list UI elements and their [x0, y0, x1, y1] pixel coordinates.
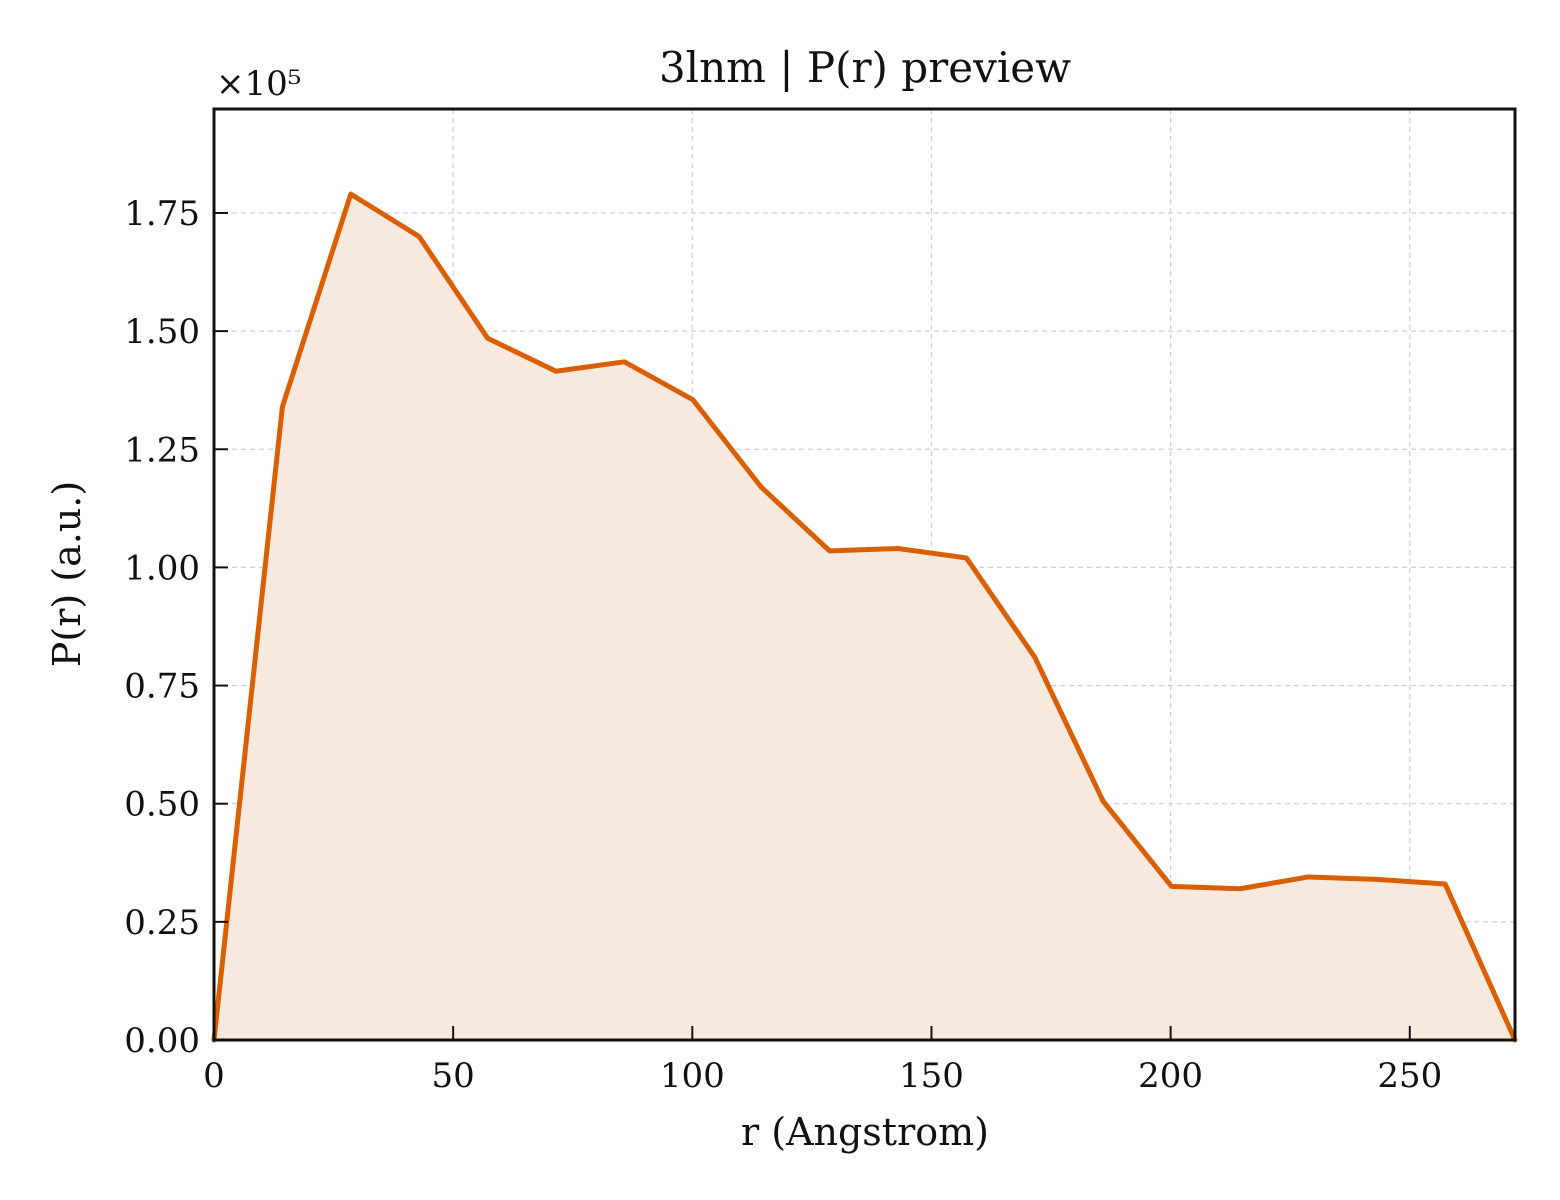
y-tick-label: 0.50: [124, 785, 200, 825]
x-tick-label: 100: [660, 1056, 725, 1096]
chart-title: 3lnm | P(r) preview: [659, 43, 1071, 92]
x-axis-label: r (Angstrom): [741, 1110, 989, 1154]
plot-area: [211, 191, 1518, 1043]
x-tick-label: 0: [203, 1056, 225, 1096]
y-axis-label: P(r) (a.u.): [45, 481, 89, 667]
y-multiplier-label: ×10⁵: [216, 64, 301, 104]
y-tick-label: 1.75: [124, 194, 200, 234]
plot-frame: [212, 107, 1517, 1042]
series-area-fill: [214, 194, 1515, 1041]
y-tick-label: 1.50: [124, 312, 200, 352]
y-tick-label: 1.25: [124, 430, 200, 470]
axis-ticks: 0 50 100 150 200 250 0.00 0.25 0.50 0.75 1.00 1.25 1…: [124, 194, 1442, 1096]
y-tick-label: 1.00: [124, 548, 200, 588]
x-tick-label: 50: [432, 1056, 475, 1096]
x-tick-label: 250: [1377, 1056, 1442, 1096]
x-tick-label: 150: [899, 1056, 964, 1096]
y-tick-label: 0.75: [124, 667, 200, 707]
x-tick-label: 200: [1138, 1056, 1203, 1096]
series-line: [211, 191, 1518, 1043]
y-tick-label: 0.00: [124, 1021, 200, 1061]
y-tick-label: 0.25: [124, 903, 200, 943]
